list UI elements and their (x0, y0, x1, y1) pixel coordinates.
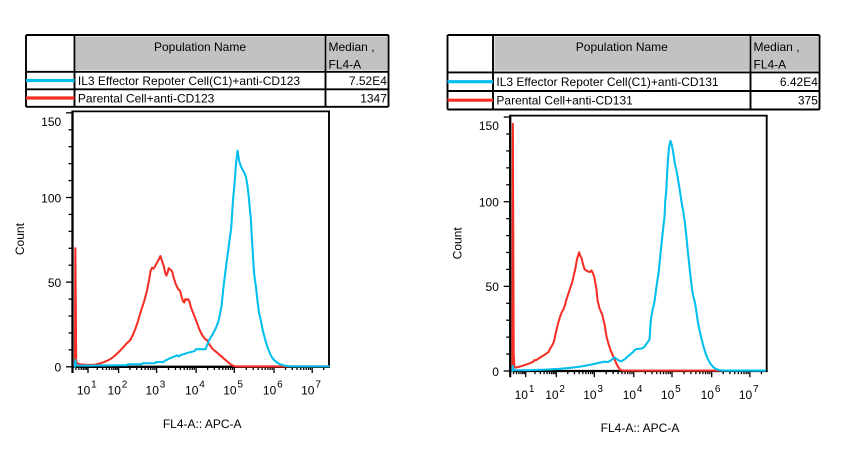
svg-text:6: 6 (277, 380, 283, 391)
svg-text:FL4-A: FL4-A (329, 58, 362, 72)
svg-text:10: 10 (185, 384, 199, 398)
svg-text:IL3 Effector Repoter Cell(C1)+: IL3 Effector Repoter Cell(C1)+anti-CD123 (78, 74, 301, 88)
svg-text:Median ,: Median , (329, 40, 375, 54)
svg-text:FL4-A:: APC-A: FL4-A:: APC-A (601, 421, 680, 435)
svg-text:Count: Count (451, 227, 465, 260)
svg-text:2: 2 (122, 380, 128, 391)
svg-text:FL4-A: FL4-A (754, 58, 787, 72)
svg-text:5: 5 (237, 380, 243, 391)
svg-text:7.52E4: 7.52E4 (349, 74, 387, 88)
svg-text:0: 0 (492, 365, 499, 379)
svg-text:7: 7 (753, 384, 759, 395)
svg-text:10: 10 (263, 384, 277, 398)
svg-text:3: 3 (597, 384, 603, 395)
svg-text:10: 10 (301, 384, 315, 398)
svg-text:7: 7 (315, 380, 321, 391)
svg-text:IL3 Effector Repoter Cell(C1)+: IL3 Effector Repoter Cell(C1)+anti-CD131 (496, 75, 719, 89)
svg-text:2: 2 (559, 384, 565, 395)
svg-text:Population Name: Population Name (576, 40, 668, 54)
svg-text:6.42E4: 6.42E4 (780, 75, 818, 89)
svg-text:10: 10 (739, 388, 753, 402)
svg-text:10: 10 (108, 384, 122, 398)
svg-text:100: 100 (41, 191, 61, 205)
svg-text:10: 10 (146, 384, 160, 398)
svg-text:50: 50 (48, 276, 62, 290)
svg-text:10: 10 (77, 384, 91, 398)
svg-text:Parental Cell+anti-CD123: Parental Cell+anti-CD123 (78, 91, 215, 105)
svg-text:150: 150 (479, 119, 499, 133)
svg-text:10: 10 (583, 388, 597, 402)
svg-text:10: 10 (515, 388, 529, 402)
svg-text:4: 4 (199, 380, 205, 391)
svg-text:100: 100 (479, 196, 499, 210)
svg-text:FL4-A:: APC-A: FL4-A:: APC-A (163, 417, 242, 431)
svg-text:375: 375 (798, 94, 818, 108)
svg-text:5: 5 (675, 384, 681, 395)
svg-text:10: 10 (545, 388, 559, 402)
svg-text:Parental Cell+anti-CD131: Parental Cell+anti-CD131 (496, 94, 633, 108)
svg-text:1347: 1347 (360, 91, 387, 105)
svg-text:10: 10 (223, 384, 237, 398)
svg-text:4: 4 (637, 384, 643, 395)
svg-text:6: 6 (715, 384, 721, 395)
svg-text:1: 1 (529, 384, 535, 395)
svg-text:Median ,: Median , (754, 40, 800, 54)
svg-text:0: 0 (55, 361, 62, 375)
svg-text:10: 10 (701, 388, 715, 402)
svg-text:1: 1 (91, 380, 97, 391)
svg-text:150: 150 (41, 115, 61, 129)
svg-text:10: 10 (661, 388, 675, 402)
svg-text:10: 10 (623, 388, 637, 402)
svg-text:50: 50 (486, 280, 500, 294)
svg-text:3: 3 (160, 380, 166, 391)
svg-text:Population Name: Population Name (154, 40, 246, 54)
svg-text:Count: Count (13, 222, 27, 255)
